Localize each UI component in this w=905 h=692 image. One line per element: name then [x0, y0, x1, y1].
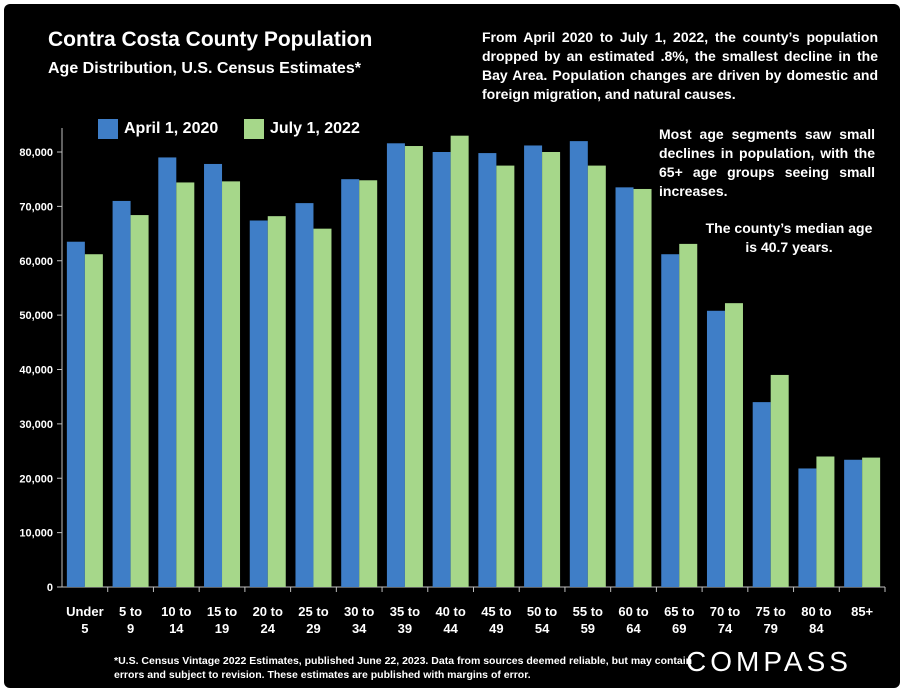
- x-tick-label: 70 to: [710, 604, 740, 619]
- x-tick-label: 15 to: [207, 604, 237, 619]
- legend-swatch-2020: [98, 119, 118, 139]
- x-tick-label: 14: [169, 621, 184, 636]
- y-tick-label: 80,000: [19, 147, 53, 159]
- x-tick-label: 20 to: [253, 604, 283, 619]
- bar-2020: [844, 459, 863, 587]
- bar-2020: [706, 310, 725, 587]
- bar-2022: [816, 456, 835, 587]
- y-tick-label: 0: [47, 582, 53, 594]
- footnote: *U.S. Census Vintage 2022 Estimates, pub…: [114, 655, 693, 681]
- x-tick-label: 50 to: [527, 604, 557, 619]
- y-tick-label: 50,000: [19, 310, 53, 322]
- x-tick-label: 29: [306, 621, 320, 636]
- bar-2020: [386, 143, 405, 588]
- x-tick-label: 64: [626, 621, 641, 636]
- bar-2022: [222, 181, 241, 588]
- bar-2022: [633, 188, 652, 587]
- x-tick-label: 34: [352, 621, 367, 636]
- bar-2020: [66, 241, 85, 587]
- x-tick-label: 5: [81, 621, 88, 636]
- y-tick-label: 60,000: [19, 256, 53, 268]
- note-age-segments: Most age segments saw small declines in …: [659, 126, 875, 199]
- legend-item-2022: July 1, 2022: [244, 118, 360, 140]
- bar-2022: [450, 135, 469, 587]
- bar-2022: [359, 180, 378, 587]
- x-tick-label: 65 to: [664, 604, 694, 619]
- chart-title: Contra Costa County Population: [48, 28, 373, 51]
- bar-2020: [158, 157, 177, 587]
- note-median-age: The county’s median age is 40.7 years.: [705, 220, 873, 255]
- legend-swatch-2022: [244, 119, 264, 139]
- bar-2022: [770, 374, 789, 587]
- y-tick-label: 10,000: [19, 528, 53, 540]
- y-tick-label: 20,000: [19, 473, 53, 485]
- population-bar-chart: 0 10,000 20,000 30,000 40,000 50,000 60,000 70,…: [19, 128, 886, 636]
- x-tick-label: 45 to: [481, 604, 511, 619]
- x-tick-label: 79: [763, 621, 777, 636]
- bar-2020: [798, 468, 817, 587]
- chart-frame: Contra Costa County Population Age Distr…: [4, 4, 900, 688]
- x-tick-label: 85+: [851, 604, 873, 619]
- bar-2020: [661, 254, 680, 587]
- bar-2020: [432, 152, 451, 587]
- x-tick-label: 10 to: [161, 604, 191, 619]
- chart-subtitle: Age Distribution, U.S. Census Estimates*: [48, 60, 361, 77]
- bar-2020: [249, 220, 268, 587]
- bar-2020: [341, 179, 360, 587]
- bar-2020: [295, 203, 314, 588]
- x-tick-label: 69: [672, 621, 686, 636]
- x-tick-label: 39: [398, 621, 412, 636]
- x-tick-label: 30 to: [344, 604, 374, 619]
- x-tick-label: 5 to: [119, 604, 142, 619]
- bar-2022: [862, 457, 881, 587]
- bar-2022: [679, 243, 698, 588]
- x-tick-label: 19: [215, 621, 229, 636]
- x-tick-label: 25 to: [298, 604, 328, 619]
- bar-2020: [615, 187, 634, 587]
- legend-label-2020: April 1, 2020: [124, 120, 219, 137]
- bar-2022: [176, 182, 195, 587]
- legend-label-2022: July 1, 2022: [270, 120, 360, 137]
- bar-2020: [524, 145, 543, 587]
- x-tick-label: 35 to: [390, 604, 420, 619]
- y-tick-label: 70,000: [19, 201, 53, 213]
- bar-2022: [587, 165, 606, 587]
- legend-item-2020: April 1, 2020: [98, 118, 218, 140]
- x-tick-label: 55 to: [573, 604, 603, 619]
- bar-2022: [404, 146, 423, 588]
- bar-2020: [112, 200, 131, 587]
- bar-2020: [204, 163, 223, 587]
- bar-2022: [496, 165, 515, 587]
- x-tick-label: 40 to: [435, 604, 465, 619]
- bar-2020: [752, 402, 771, 587]
- x-tick-label: 44: [443, 621, 458, 636]
- x-tick-label: 74: [718, 621, 733, 636]
- x-tick-label: 75 to: [756, 604, 786, 619]
- compass-logo: COMPASS: [686, 646, 852, 677]
- x-tick-label: 24: [261, 621, 276, 636]
- bar-2020: [569, 141, 588, 587]
- bar-2022: [267, 216, 286, 587]
- y-tick-label: 40,000: [19, 365, 53, 377]
- x-tick-label: Under: [66, 604, 104, 619]
- x-tick-label: 9: [127, 621, 134, 636]
- bar-2022: [724, 303, 743, 587]
- note-population-change: From April 2020 to July 1, 2022, the cou…: [482, 29, 878, 102]
- bar-2022: [130, 215, 149, 587]
- x-tick-label: 59: [581, 621, 595, 636]
- x-tick-label: 60 to: [618, 604, 648, 619]
- bar-2022: [542, 152, 561, 587]
- x-tick-label: 80 to: [801, 604, 831, 619]
- bar-2022: [313, 228, 332, 587]
- x-tick-label: 49: [489, 621, 503, 636]
- x-tick-label: 54: [535, 621, 550, 636]
- bar-2020: [478, 153, 497, 587]
- bar-2022: [84, 254, 103, 587]
- y-tick-label: 30,000: [19, 419, 53, 431]
- x-tick-label: 84: [809, 621, 824, 636]
